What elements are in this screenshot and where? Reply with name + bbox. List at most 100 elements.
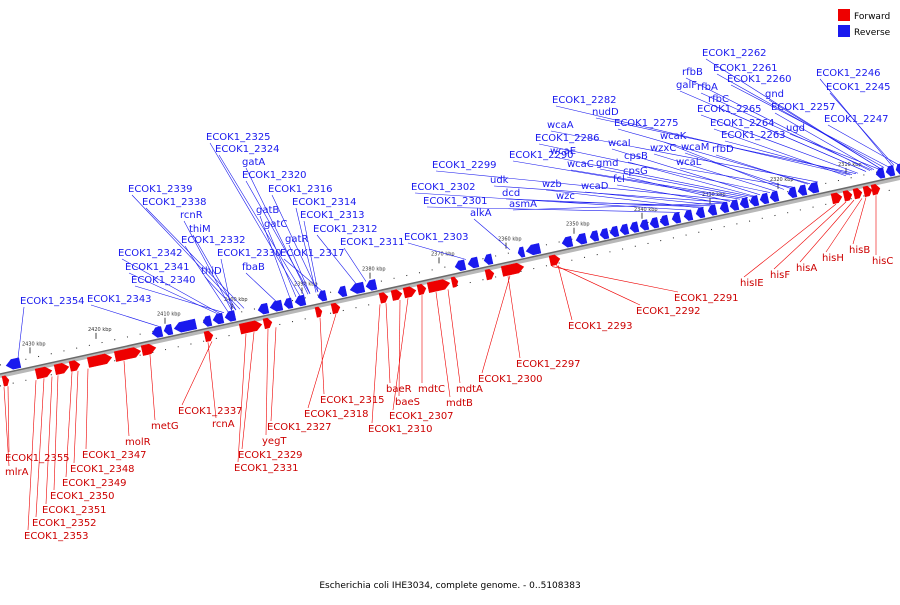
forward-gene-leader <box>555 265 641 306</box>
reverse-gene-arrow <box>629 221 640 233</box>
scale-tick-label: 2310 kbp <box>838 162 862 168</box>
forward-gene-arrow <box>113 347 142 362</box>
forward-gene-arrow <box>68 360 81 372</box>
reverse-gene-label: ECOK1_2339 <box>128 184 193 195</box>
reverse-gene-label: ECOK1_2314 <box>292 197 357 208</box>
reverse-gene-label: ECOK1_2343 <box>87 294 152 305</box>
forward-gene-label: mdtA <box>456 384 483 395</box>
reverse-gene-arrow <box>283 297 294 309</box>
reverse-gene-label: ECOK1_2245 <box>826 82 891 93</box>
reverse-gene-leader <box>204 276 237 311</box>
forward-gene-leader <box>481 275 511 374</box>
reverse-gene-label: ugd <box>786 123 805 134</box>
reverse-gene-arrow <box>173 318 198 333</box>
forward-gene-label: hisC <box>872 256 893 267</box>
reverse-gene-label: gnd <box>765 89 784 100</box>
reverse-gene-label: wcaK <box>660 131 687 142</box>
reverse-gene-label: ECOK1_2303 <box>404 232 469 243</box>
reverse-gene-label: ECOK1_2301 <box>423 196 488 207</box>
reverse-gene-arrow <box>269 299 284 312</box>
reverse-gene-arrow <box>454 259 467 272</box>
forward-gene-label: mdtB <box>446 398 473 409</box>
reverse-gene-leader <box>684 152 791 189</box>
reverse-gene-label: ECOK1_2320 <box>242 170 307 181</box>
reverse-gene-leader <box>183 220 233 312</box>
reverse-gene-label: cpsB <box>624 151 648 162</box>
forward-gene-arrow <box>870 184 881 196</box>
reverse-gene-leader <box>789 133 879 170</box>
forward-gene-leader <box>237 333 247 463</box>
reverse-gene-leader <box>245 272 277 302</box>
reverse-gene-label: ECOK1_2338 <box>142 197 207 208</box>
reverse-gene-arrow <box>739 197 750 209</box>
reverse-gene-label: ECOK1_2265 <box>697 104 762 115</box>
reverse-gene-leader <box>303 220 319 293</box>
forward-gene-leader <box>371 304 381 424</box>
reverse-gene-label: gatR <box>285 234 308 245</box>
reverse-gene-label: rfbB <box>682 67 703 78</box>
forward-gene-leader <box>773 201 847 270</box>
forward-gene-leader <box>398 299 401 397</box>
reverse-gene-leader <box>259 215 291 299</box>
forward-gene-arrow <box>238 320 263 335</box>
genome-caption: Escherichia coli IHE3034, complete genom… <box>319 581 580 591</box>
reverse-gene-leader <box>553 156 753 197</box>
legend: Forward Reverse <box>838 9 891 38</box>
reverse-gene-arrow <box>599 228 610 240</box>
reverse-gene-leader <box>435 170 735 201</box>
forward-gene-leader <box>73 370 79 464</box>
forward-gene-label: ECOK1_2329 <box>238 450 303 461</box>
reverse-gene-label: udk <box>490 175 509 186</box>
reverse-gene-leader <box>599 168 749 198</box>
forward-gene-leader <box>557 265 573 321</box>
reverse-gene-label: ECOK1_2282 <box>552 95 617 106</box>
forward-gene-arrow <box>314 306 323 318</box>
forward-gene-leader <box>270 327 277 422</box>
forward-gene-arrow <box>830 192 843 205</box>
reverse-gene-arrow <box>224 310 237 322</box>
reverse-gene-arrow <box>695 206 706 219</box>
reverse-gene-arrow <box>517 246 526 258</box>
reverse-gene-leader <box>713 128 847 177</box>
reverse-gene-label: gatA <box>242 157 265 168</box>
reverse-gene-leader <box>426 206 681 213</box>
reverse-gene-label: wcaD <box>581 181 609 192</box>
forward-gene-label: ECOK1_2353 <box>24 531 89 542</box>
reverse-gene-arrow <box>467 256 480 269</box>
reverse-gene-leader <box>559 201 711 207</box>
reverse-gene-arrow <box>365 279 378 291</box>
forward-gene-leader <box>385 303 391 384</box>
scale-tick-label: 2360 kbp <box>498 237 522 243</box>
reverse-gene-leader <box>131 194 241 310</box>
reverse-gene-arrow <box>619 223 630 235</box>
forward-gene-arrow <box>262 317 273 330</box>
reverse-gene-leader <box>128 272 219 315</box>
reverse-gene-arrow <box>151 326 164 338</box>
label-leaders <box>3 58 899 531</box>
forward-gene-label: hisB <box>849 245 870 256</box>
forward-gene-leader <box>743 203 837 278</box>
reverse-gene-label: ECOK1_2317 <box>280 248 345 259</box>
scale-tick-label: 2350 kbp <box>566 222 590 228</box>
forward-gene-label: ECOK1_2315 <box>320 395 385 406</box>
forward-gene-arrow <box>852 187 863 200</box>
forward-gene-arrow <box>1 375 10 387</box>
forward-gene-arrow <box>330 302 341 315</box>
reverse-gene-arrow <box>337 285 348 298</box>
reverse-gene-label: cpsG <box>623 166 648 177</box>
reverse-gene-label: ECOK1_2261 <box>713 63 778 74</box>
reverse-gene-arrow <box>294 294 307 307</box>
reverse-gene-leader <box>407 242 467 260</box>
reverse-gene-arrow <box>749 195 760 207</box>
forward-gene-leader <box>149 354 156 421</box>
reverse-gene-label: gmd <box>596 158 618 169</box>
forward-gene-leader <box>307 313 337 409</box>
forward-gene-leader <box>319 317 325 395</box>
reverse-gene-label: alkA <box>470 208 492 219</box>
reverse-gene-leader <box>512 202 723 211</box>
forward-gene-arrow <box>500 262 525 277</box>
forward-gene-label: ECOK1_2348 <box>70 464 135 475</box>
reverse-gene-leader <box>343 247 367 282</box>
forward-gene-label: ECOK1_2293 <box>568 321 633 332</box>
